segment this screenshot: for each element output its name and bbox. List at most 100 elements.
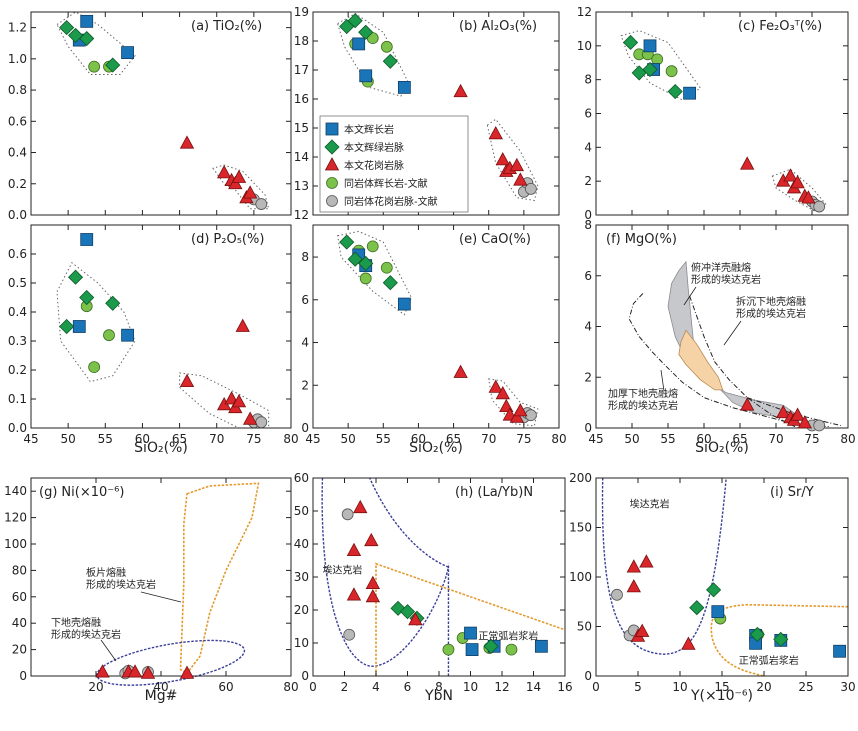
panel-i: 0 50 100 150 200 0 5 10 15 20 25 30 (i) Sr/Y 埃达克岩正常弧岩浆… xyxy=(569,471,856,694)
panel-title: (e) CaO(%) xyxy=(459,232,531,247)
granite-point xyxy=(801,190,816,204)
y-tick-label: 1.2 xyxy=(8,21,27,35)
granite-point xyxy=(231,169,247,183)
panel-title: (c) Fe₂O₃ᵀ(%) xyxy=(738,19,822,34)
x-tick-label: 45 xyxy=(23,432,38,446)
y-tick-label: 6 xyxy=(301,293,309,307)
y-tick-label: 2 xyxy=(584,174,592,188)
dyke-point xyxy=(121,46,134,59)
y-tick-label: 120 xyxy=(4,511,27,525)
y-tick-label: 4 xyxy=(584,140,592,154)
panel-title: (b) Al₂O₃(%) xyxy=(459,19,537,34)
granite-point xyxy=(740,397,755,411)
annotation-pointer xyxy=(140,591,182,603)
granite-point xyxy=(681,636,696,650)
y-tick-label: 60 xyxy=(294,471,309,485)
diabase-point xyxy=(347,251,363,267)
granite-point xyxy=(365,588,381,603)
annotation-pointer xyxy=(723,320,742,346)
plot-frame xyxy=(30,224,292,429)
x-tick-label: 60 xyxy=(218,680,233,694)
granite-point xyxy=(408,612,423,626)
granite-point xyxy=(509,157,525,172)
annotation: 埃达克岩 xyxy=(630,498,670,511)
diabase-point xyxy=(339,234,355,250)
panel-title: (f) MgO(%) xyxy=(606,232,677,247)
granite-point xyxy=(495,152,510,166)
diabase-point xyxy=(59,20,75,36)
granite-point xyxy=(626,559,641,573)
pluton_gab-point xyxy=(380,261,393,274)
x-tick-label: 45 xyxy=(588,432,603,446)
x-tick-label: 20 xyxy=(88,680,103,694)
granite-point xyxy=(488,125,503,140)
pluton_gab-point xyxy=(359,272,372,285)
granite-point xyxy=(495,385,510,400)
dyke-point xyxy=(352,37,366,51)
annotation: 正常弧岩浆岩 xyxy=(478,630,538,643)
granite-point xyxy=(179,135,195,149)
panel-label: (d) xyxy=(191,232,209,247)
granite-point xyxy=(179,665,195,679)
panel-h: 0 10 20 30 40 50 60 0 2 4 6 8 10 12 14 16 (h) (La/Yb)N 埃达克… xyxy=(294,471,573,694)
x-tick-label: 75 xyxy=(246,432,261,446)
granite-point xyxy=(776,404,791,419)
y-tick-label: 1.0 xyxy=(8,52,27,66)
x-tick-label: 60 xyxy=(135,432,150,446)
y-tick-label: 0.0 xyxy=(8,421,27,435)
diabase-point xyxy=(689,600,705,616)
diabase-point xyxy=(105,57,121,73)
diabase-point xyxy=(347,13,363,29)
y-tick-label: 2 xyxy=(584,370,592,384)
pluton_gran-point xyxy=(524,182,537,195)
granite-point xyxy=(453,83,468,98)
panel-label: (e) xyxy=(459,232,477,247)
x-tick-label: 65 xyxy=(732,432,747,446)
panel-variable: Fe₂O₃ᵀ(%) xyxy=(759,19,822,34)
dyke-point xyxy=(121,328,134,342)
x-tick-label: 80 xyxy=(551,432,566,446)
diabase-point xyxy=(773,631,789,647)
dyke-point xyxy=(72,320,86,333)
pluton_gab-point xyxy=(505,643,518,656)
x-tick-label: 75 xyxy=(804,432,819,446)
y-tick-label: 0.2 xyxy=(8,177,27,191)
x-tick-label: 16 xyxy=(557,680,572,694)
panel-a: 0.0 0.2 0.4 0.6 0.8 1.0 1.2 (a) TiO₂(%) xyxy=(8,11,292,222)
x-axis-title: Y(×10⁻⁶) xyxy=(690,688,753,704)
granite-point xyxy=(639,554,654,568)
granite-point xyxy=(740,156,755,170)
y-tick-label: 6 xyxy=(584,269,592,283)
y-tick-label: 0 xyxy=(584,669,592,683)
delaminated-crust-field xyxy=(678,329,724,391)
panel-title: (g) Ni(×10⁻⁶) xyxy=(39,485,124,500)
x-tick-label: 55 xyxy=(660,432,675,446)
group-envelope xyxy=(56,11,136,75)
pluton_gab-point xyxy=(665,65,678,78)
x-tick-label: 40 xyxy=(153,680,168,694)
slab-melt-field xyxy=(179,482,260,675)
y-tick-label: 17 xyxy=(294,63,309,77)
group-envelope xyxy=(179,372,270,429)
granite-point xyxy=(513,403,528,417)
pluton_gran-point xyxy=(341,508,354,521)
y-tick-label: 16 xyxy=(294,92,309,106)
x-axis-title: Mg# xyxy=(145,688,178,704)
diabase-point xyxy=(79,30,95,47)
y-tick-label: 40 xyxy=(294,537,309,551)
pluton_gran-point xyxy=(255,198,268,210)
pluton_gab-point xyxy=(442,643,455,656)
y-tick-label: 0.5 xyxy=(8,276,27,290)
panel-variable: Ni(×10⁻⁶) xyxy=(61,485,124,500)
legend-label-pluton_gran: 同岩体花岗岩脉-文献 xyxy=(344,195,438,208)
x-tick-label: 60 xyxy=(696,432,711,446)
x-tick-label: 65 xyxy=(446,432,461,446)
legend-box xyxy=(319,115,469,213)
x-tick-label: 5 xyxy=(634,680,642,694)
x-tick-label: 0 xyxy=(592,680,600,694)
dyke-point xyxy=(683,86,696,100)
panel-variable: MgO(%) xyxy=(625,232,677,247)
granite-point xyxy=(140,665,156,679)
legend-marker-granite xyxy=(324,157,340,171)
